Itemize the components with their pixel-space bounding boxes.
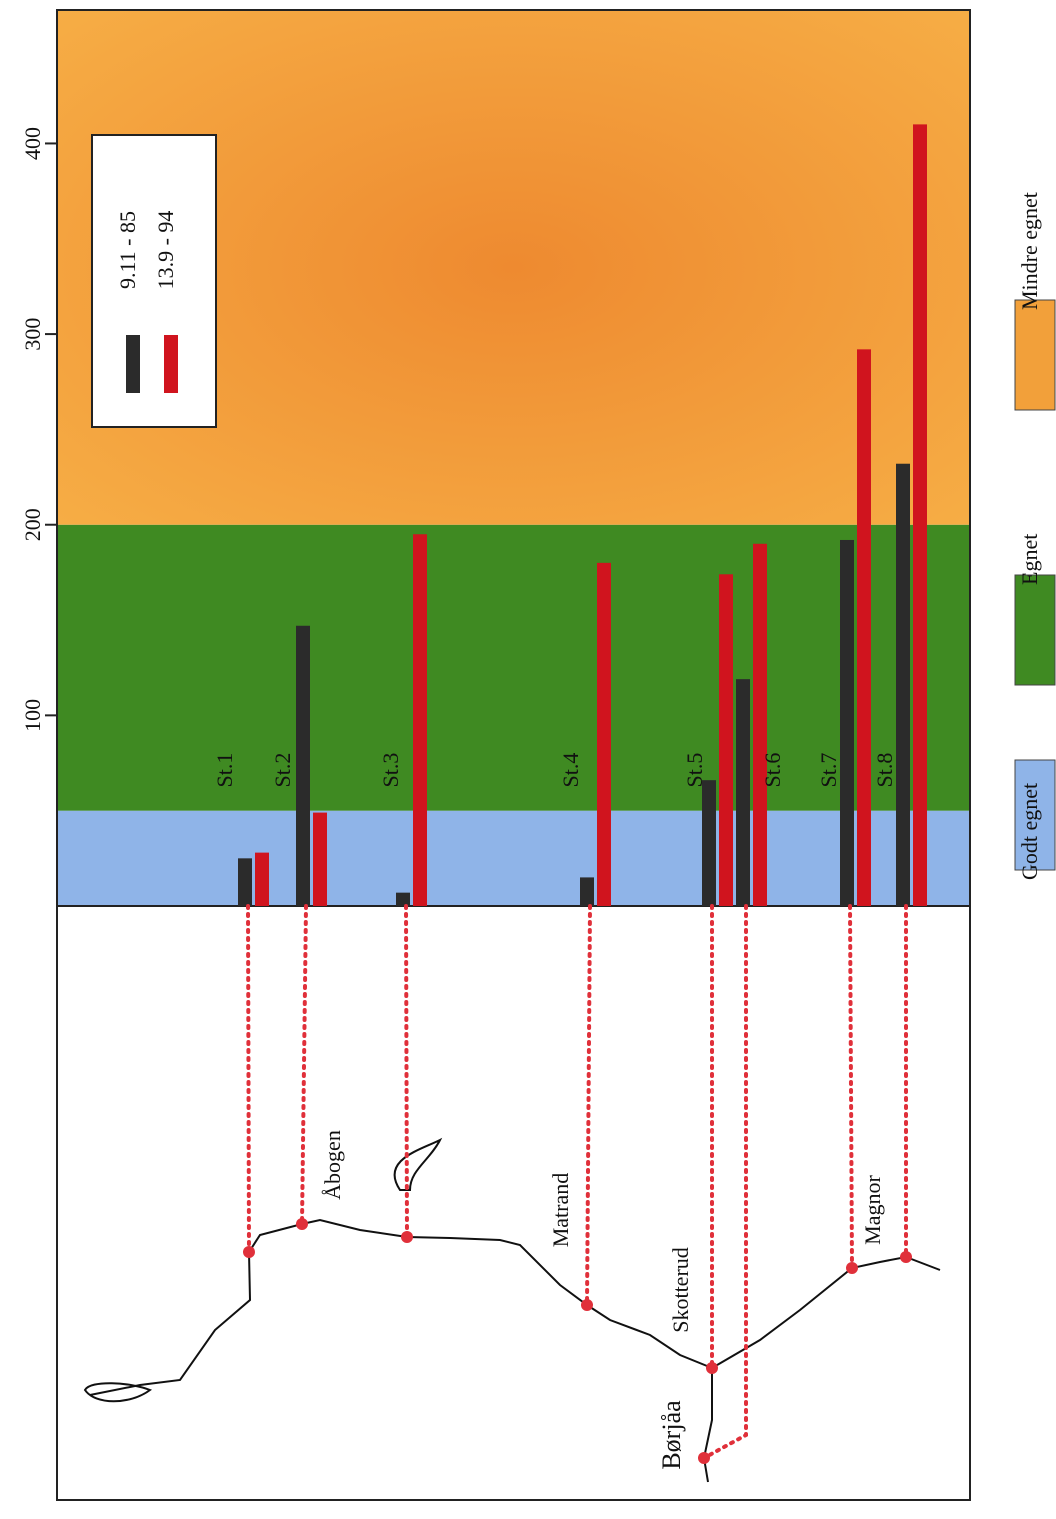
bar	[913, 124, 927, 906]
connector	[848, 904, 854, 1270]
connector	[300, 904, 308, 1226]
map	[83, 1137, 941, 1483]
connector	[246, 904, 251, 1254]
x-tick-label: St.3	[378, 753, 403, 788]
frame	[56, 9, 971, 1501]
river	[89, 1218, 713, 1483]
station-dot	[243, 1246, 255, 1258]
x-tick-label: St.2	[270, 753, 295, 788]
bar	[702, 780, 716, 906]
station-dot	[900, 1251, 912, 1263]
band-swatch	[1014, 759, 1056, 871]
legend-box	[91, 134, 217, 428]
band-label: Godt egnet	[1017, 783, 1042, 880]
band-swatch	[1014, 574, 1056, 686]
bar	[736, 679, 750, 906]
x-tick-label: St.5	[682, 753, 707, 788]
station-dot	[581, 1299, 593, 1311]
bar	[896, 463, 910, 906]
bar	[840, 539, 854, 906]
band-swatch	[1014, 299, 1056, 411]
y-tick-label: 300	[20, 318, 45, 351]
lake	[83, 1382, 153, 1403]
bar	[857, 349, 871, 906]
x-tick-label: St.4	[558, 753, 583, 788]
station-dot	[846, 1262, 858, 1274]
bar	[313, 812, 327, 906]
connector	[702, 904, 748, 1460]
legend-label: 9.11 - 85	[115, 211, 140, 289]
bar	[753, 543, 767, 906]
station-dot	[706, 1362, 718, 1374]
station-dot	[698, 1452, 710, 1464]
place-label: Magnor	[860, 1175, 885, 1245]
band	[57, 810, 970, 906]
x-tick-label: St.7	[816, 753, 841, 788]
place-label: Matrand	[548, 1173, 573, 1248]
legend-swatch	[126, 335, 140, 393]
band-label: Egnet	[1017, 534, 1042, 585]
bar	[396, 892, 410, 906]
place-label: Børjåa	[657, 1400, 686, 1470]
y-tick-label: 200	[20, 508, 45, 541]
legend: 9.11 - 85 13.9 - 94	[91, 134, 217, 428]
connector	[404, 904, 409, 1239]
bar	[719, 574, 733, 906]
legend-label: 13.9 - 94	[153, 211, 178, 290]
x-tick-label: St.6	[760, 753, 785, 788]
y-tick-label: 400	[20, 127, 45, 160]
legend-swatch	[164, 335, 178, 393]
bar	[413, 534, 427, 906]
bar	[238, 858, 252, 906]
band-label: Mindre egnet	[1017, 192, 1042, 310]
bar	[296, 625, 310, 906]
place-label: Skotterud	[668, 1247, 693, 1333]
connector	[585, 904, 592, 1307]
lake	[393, 1137, 443, 1191]
place-label: Åbogen	[320, 1130, 345, 1200]
x-tick-label: St.1	[212, 753, 237, 788]
bar	[255, 852, 269, 906]
y-tick-label: 100	[20, 699, 45, 732]
bar	[580, 877, 594, 906]
station-dot	[296, 1218, 308, 1230]
bar	[597, 562, 611, 906]
x-tick-label: St.8	[872, 753, 897, 788]
band	[57, 524, 970, 811]
station-dot	[401, 1231, 413, 1243]
